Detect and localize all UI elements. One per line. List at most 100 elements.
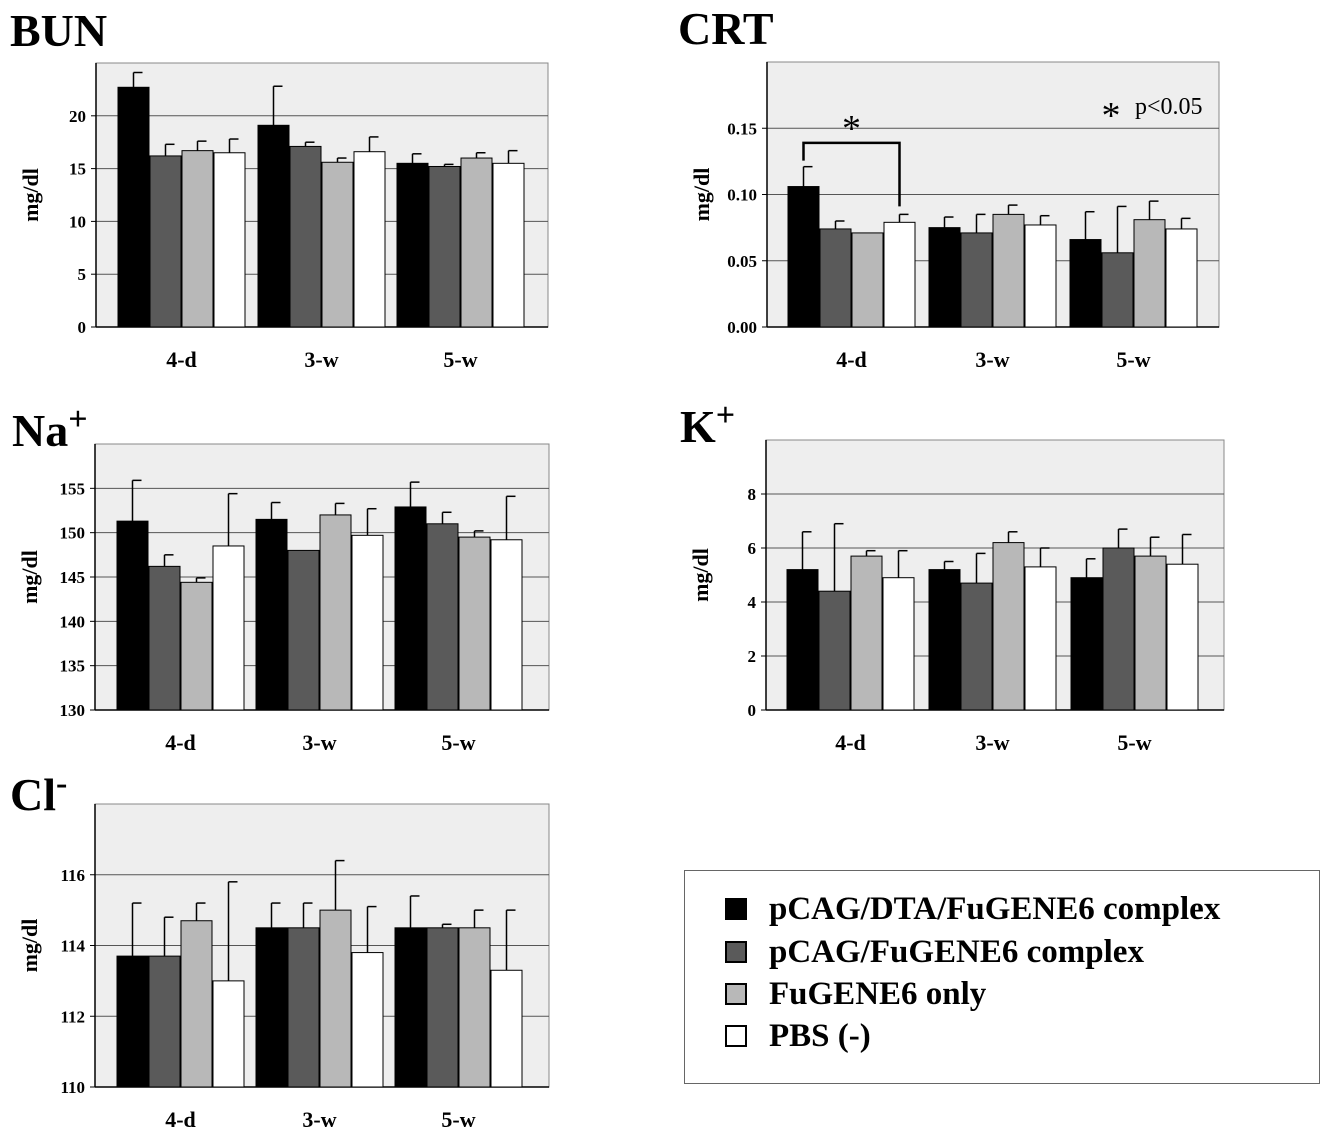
cl-category-label: 4-d (165, 1107, 196, 1130)
k-bar (992, 542, 1025, 711)
k-bar (818, 590, 851, 711)
na-bar (287, 549, 320, 711)
cl-category-label: 5-w (441, 1107, 475, 1130)
k-bar (960, 582, 993, 711)
bun-category-label: 4-d (166, 347, 197, 372)
bun-category-label: 5-w (443, 347, 477, 372)
crt-bar (1101, 252, 1134, 328)
k-bar (786, 569, 819, 711)
na-category-label: 4-d (165, 730, 196, 755)
legend-swatch-pbs (725, 1025, 747, 1047)
k-bar (850, 555, 883, 711)
bun-bar (460, 157, 493, 328)
na-bar (426, 523, 459, 711)
bun-bar (149, 155, 182, 328)
bun-bar (321, 161, 354, 328)
bun-ytick-label: 5 (78, 265, 87, 284)
k-ytick-label: 6 (748, 539, 757, 558)
legend: pCAG/DTA/FuGENE6 complex pCAG/FuGENE6 co… (684, 870, 1320, 1084)
cl-bar (351, 952, 384, 1088)
na-panel-title: Na+ (12, 401, 88, 459)
na-bar (490, 539, 523, 711)
cl-ytick-label: 110 (60, 1078, 85, 1097)
k-bar (1024, 566, 1057, 711)
crt-bar (851, 232, 884, 328)
crt-ytick-label: 0.15 (727, 119, 757, 138)
na-ytick-label: 130 (60, 701, 86, 720)
bun-ytick-label: 20 (69, 107, 86, 126)
bun-ytick-label: 10 (69, 212, 86, 231)
crt-bar (787, 186, 820, 328)
k-category-label: 5-w (1117, 730, 1151, 755)
crt-category-label: 3-w (975, 347, 1009, 372)
legend-swatch-pcag (725, 941, 747, 963)
k-title-text: K (680, 401, 716, 452)
crt-bar (819, 228, 852, 328)
crt-ylabel: mg/dl (689, 168, 714, 222)
crt-bar (1069, 239, 1102, 328)
bun-bar (213, 152, 246, 328)
k-bar (1134, 555, 1167, 711)
cl-bar (255, 927, 288, 1088)
legend-label-pcag: pCAG/FuGENE6 complex (769, 933, 1144, 970)
bun-panel-title: BUN (10, 8, 107, 54)
bun-bar (428, 165, 461, 328)
bun-bar (492, 162, 525, 328)
crt-bar (960, 232, 993, 328)
bun-title-text: BUN (10, 5, 108, 56)
na-category-label: 5-w (441, 730, 475, 755)
cl-bar (394, 927, 427, 1088)
cl-category-label: 3-w (302, 1107, 336, 1130)
crt-significance-bracket (802, 141, 901, 207)
cl-bar (426, 927, 459, 1088)
legend-label-fugene: FuGENE6 only (769, 975, 987, 1012)
crt-annotation-text: p<0.05 (1135, 94, 1203, 120)
cl-panel-title: Cl- (10, 765, 67, 823)
k-ylabel: mg/dl (688, 548, 713, 602)
na-bar (319, 514, 352, 711)
bun-bar (353, 151, 386, 328)
k-category-label: 3-w (975, 730, 1009, 755)
bun-ytick-label: 15 (69, 160, 86, 179)
legend-item-pcag: pCAG/FuGENE6 complex (725, 932, 1144, 972)
cl-ytick-label: 114 (60, 937, 85, 956)
na-bar (180, 581, 213, 711)
na-title-text: Na (12, 405, 69, 456)
cl-bar (180, 920, 213, 1088)
k-panel-title: K+ (680, 397, 735, 455)
crt-bar (1024, 224, 1057, 328)
k-ytick-label: 0 (748, 701, 757, 720)
k-title-superscript: + (715, 397, 736, 434)
cl-bar (287, 927, 320, 1088)
k-category-label: 4-d (835, 730, 866, 755)
na-ylabel: mg/dl (17, 550, 42, 604)
k-bar (1166, 563, 1199, 711)
cl-bar (148, 955, 181, 1088)
bun-bar (257, 124, 290, 328)
cl-bar (116, 955, 149, 1088)
bun-bar (396, 162, 429, 328)
bun-category-label: 3-w (304, 347, 338, 372)
bun-bar (117, 86, 150, 328)
na-ytick-label: 150 (60, 524, 86, 543)
k-bar (882, 577, 915, 711)
crt-bar (1133, 219, 1166, 328)
legend-swatch-dta (725, 898, 747, 920)
na-bar (394, 506, 427, 711)
na-bar (458, 536, 491, 711)
na-ytick-label: 140 (60, 612, 86, 631)
crt-significance-star: * (842, 108, 861, 150)
na-ytick-label: 135 (60, 657, 86, 676)
crt-category-label: 5-w (1116, 347, 1150, 372)
legend-label-dta: pCAG/DTA/FuGENE6 complex (769, 890, 1221, 927)
na-bar (116, 520, 149, 711)
cl-ytick-label: 116 (60, 866, 85, 885)
k-bar (1102, 547, 1135, 711)
na-bar (255, 518, 288, 711)
crt-bar (1165, 228, 1198, 328)
cl-bar (212, 980, 245, 1088)
crt-panel-title: CRT (678, 6, 774, 52)
na-category-label: 3-w (302, 730, 336, 755)
legend-swatch-fugene (725, 983, 747, 1005)
